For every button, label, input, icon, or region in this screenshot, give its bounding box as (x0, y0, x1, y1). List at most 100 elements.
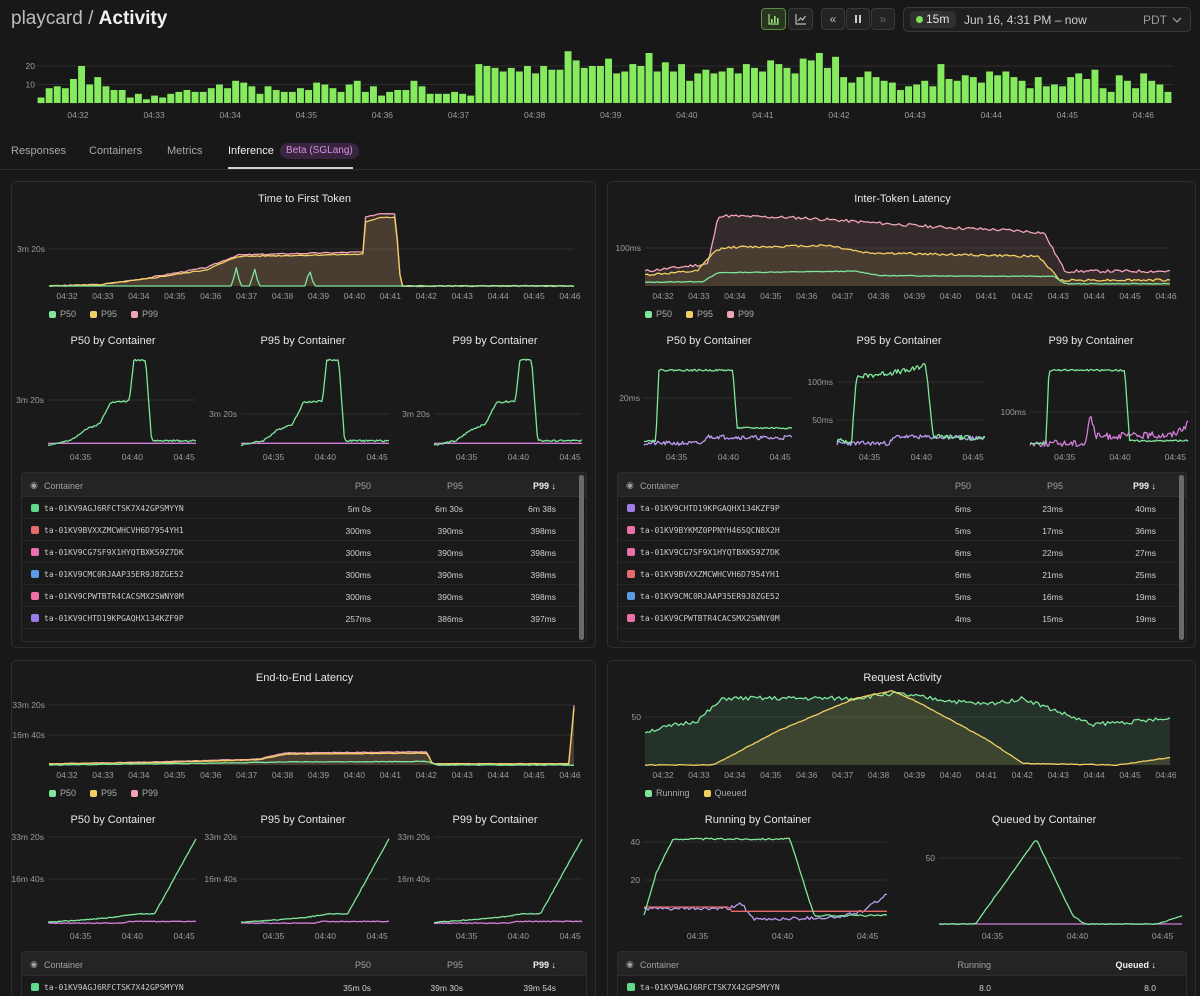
column-header[interactable]: P50 (354, 481, 371, 491)
app-name-link[interactable]: playcard (11, 8, 83, 29)
column-header[interactable]: P50 (954, 481, 971, 491)
column-header[interactable]: P50 (354, 960, 371, 970)
x-tick-label: 04:35 (982, 931, 1004, 941)
histogram-bar (118, 90, 126, 103)
legend-item[interactable]: P50 (645, 309, 672, 319)
timezone-label: PDT (1143, 13, 1167, 27)
cell-value: 23ms (1042, 504, 1063, 514)
table-row[interactable]: ta-01KV9CPWTBTR4CACSMX2SWNY0M 4ms 15ms 19ms (618, 607, 1186, 629)
tab-metrics[interactable]: Metrics (167, 145, 203, 157)
column-header[interactable]: Queued ↓ (1115, 960, 1156, 970)
x-tick-label: 04:40 (718, 452, 740, 462)
histogram-bar (1067, 77, 1075, 103)
legend-item[interactable]: P99 (131, 788, 158, 798)
cell-value: 39m 54s (523, 983, 556, 993)
bar-view-button[interactable] (761, 8, 786, 30)
table-row[interactable]: ta-01KV9CPWTBTR4CACSMX2SWNY0M 300ms 390ms 3… (22, 585, 586, 607)
x-tick-label: 04:42 (1012, 291, 1034, 300)
table-row[interactable]: ta-01KV9BVXXZMCWHCVH6D7954YH1 300ms 390ms 3… (22, 519, 586, 541)
histogram-bar (451, 91, 458, 103)
legend-item[interactable]: P99 (131, 309, 158, 319)
table-row[interactable]: ta-01KV9AGJ6RFCTSK7X42GPSMYYN 5m 0s 6m 30s… (22, 497, 586, 519)
table-row[interactable]: ta-01KV9CMC0RJAAP35ER9J8ZGE52 300ms 390ms 3… (22, 563, 586, 585)
legend-item[interactable]: P95 (90, 309, 117, 319)
column-header[interactable]: P99 ↓ (532, 481, 556, 491)
legend-item[interactable]: P99 (727, 309, 754, 319)
histogram-bar (1075, 73, 1083, 103)
histogram-bar (597, 66, 604, 103)
table-row[interactable]: ta-01KV9CHTD19KPGAQHX134KZF9P 6ms 23ms 40ms (618, 497, 1186, 519)
histogram-bar (426, 93, 434, 104)
legend-item[interactable]: P95 (686, 309, 713, 319)
column-header[interactable]: P99 ↓ (1132, 481, 1156, 491)
cell-value: 300ms (345, 548, 371, 558)
histogram-bar (297, 88, 304, 103)
x-tick-label: 04:42 (1012, 770, 1034, 779)
time-range-selector[interactable]: 15m Jun 16, 4:31 PM – now PDT (903, 7, 1191, 32)
active-tab-indicator (228, 167, 353, 169)
eye-icon[interactable]: ◉ (626, 959, 634, 969)
histogram-bar (1002, 71, 1010, 103)
tab-responses[interactable]: Responses (11, 145, 67, 157)
x-tick-label: 04:37 (832, 770, 854, 779)
x-tick-label: 04:35 (164, 770, 186, 779)
table-scrollbar[interactable] (1179, 475, 1184, 640)
eye-icon[interactable]: ◉ (626, 480, 634, 490)
legend-item[interactable]: P50 (49, 309, 76, 319)
histogram-bar (791, 73, 799, 103)
eye-icon[interactable]: ◉ (30, 959, 38, 969)
legend-item[interactable]: P95 (90, 788, 117, 798)
table-row[interactable]: ta-01KV9BVXXZMCWHCVH6D7954YH1 6ms 21ms 25ms (618, 563, 1186, 585)
histogram-bar (815, 53, 823, 103)
column-header[interactable]: P95 (1046, 481, 1063, 491)
y-tick-label: 33m 20s (12, 832, 44, 842)
line-view-button[interactable] (788, 8, 813, 30)
x-tick-label: 04:35 (1054, 452, 1076, 462)
histogram-bar (1115, 75, 1123, 104)
column-header[interactable]: Container (640, 960, 680, 970)
table-row[interactable]: ta-01KV9CG7SF9X1HYQTBXKS9Z7DK 300ms 390ms 3… (22, 541, 586, 563)
pause-icon (855, 15, 861, 23)
x-tick-label: 04:40 (1109, 452, 1131, 462)
histogram-bar (718, 71, 726, 103)
cell-value: 19ms (1135, 592, 1156, 602)
table-row[interactable]: ta-01KV9AGJ6RFCTSK7X42GPSMYYN 35m 0s 39m 3… (22, 976, 586, 996)
histogram-bar (759, 71, 766, 103)
histogram-bar (45, 88, 53, 103)
skip-forward-button[interactable]: » (871, 8, 895, 30)
column-header[interactable]: P95 (446, 960, 463, 970)
x-tick-label: 04:35 (859, 452, 881, 462)
histogram-bar (645, 53, 653, 103)
column-header[interactable]: Container (44, 960, 84, 970)
legend-item[interactable]: Running (645, 788, 690, 798)
table-scrollbar[interactable] (579, 475, 584, 640)
skip-back-button[interactable]: « (821, 8, 845, 30)
container-line (643, 837, 888, 917)
request-activity-chart: 50 04:32 04:33 04:34 04:35 04:36 04:37 04:38 04:… (632, 690, 1177, 779)
line-chart-icon (794, 14, 806, 25)
column-header[interactable]: P99 ↓ (532, 960, 556, 970)
itl-legend: P50 P95 P99 (645, 309, 754, 319)
histogram-bar (86, 84, 94, 103)
column-header[interactable]: Container (44, 481, 84, 491)
e2e-chart: 33m 20s 16m 40s 04:32 04:33 04:34 04:35 04:36 0… (12, 700, 581, 779)
chevron-down-icon (1172, 17, 1182, 23)
table-row[interactable]: ta-01KV9CMC0RJAAP35ER9J8ZGE52 5ms 16ms 19ms (618, 585, 1186, 607)
tab-inference[interactable]: Inference (228, 145, 274, 157)
x-tick-label: 04:33 (688, 770, 710, 779)
legend-item[interactable]: Queued (703, 788, 747, 798)
tab-containers[interactable]: Containers (89, 145, 143, 157)
column-header[interactable]: Container (640, 481, 680, 491)
legend-item[interactable]: P50 (49, 788, 76, 798)
table-row[interactable]: ta-01KV9CHTD19KPGAQHX134KZF9P 257ms 386ms 3… (22, 607, 586, 629)
table-row[interactable]: ta-01KV9AGJ6RFCTSK7X42GPSMYYN 8.0 8.0 (618, 976, 1186, 996)
eye-icon[interactable]: ◉ (30, 480, 38, 490)
histogram-bar (637, 66, 645, 103)
table-row[interactable]: ta-01KV9BYKMZ0PPNYH46SQCN8X2H 5ms 17ms 36ms (618, 519, 1186, 541)
cell-value: 398ms (530, 548, 556, 558)
column-header[interactable]: Running (957, 960, 991, 970)
histogram-bar (978, 82, 985, 103)
table-row[interactable]: ta-01KV9CG7SF9X1HYQTBXKS9Z7DK 6ms 22ms 27ms (618, 541, 1186, 563)
column-header[interactable]: P95 (446, 481, 463, 491)
pause-button[interactable] (846, 8, 870, 30)
